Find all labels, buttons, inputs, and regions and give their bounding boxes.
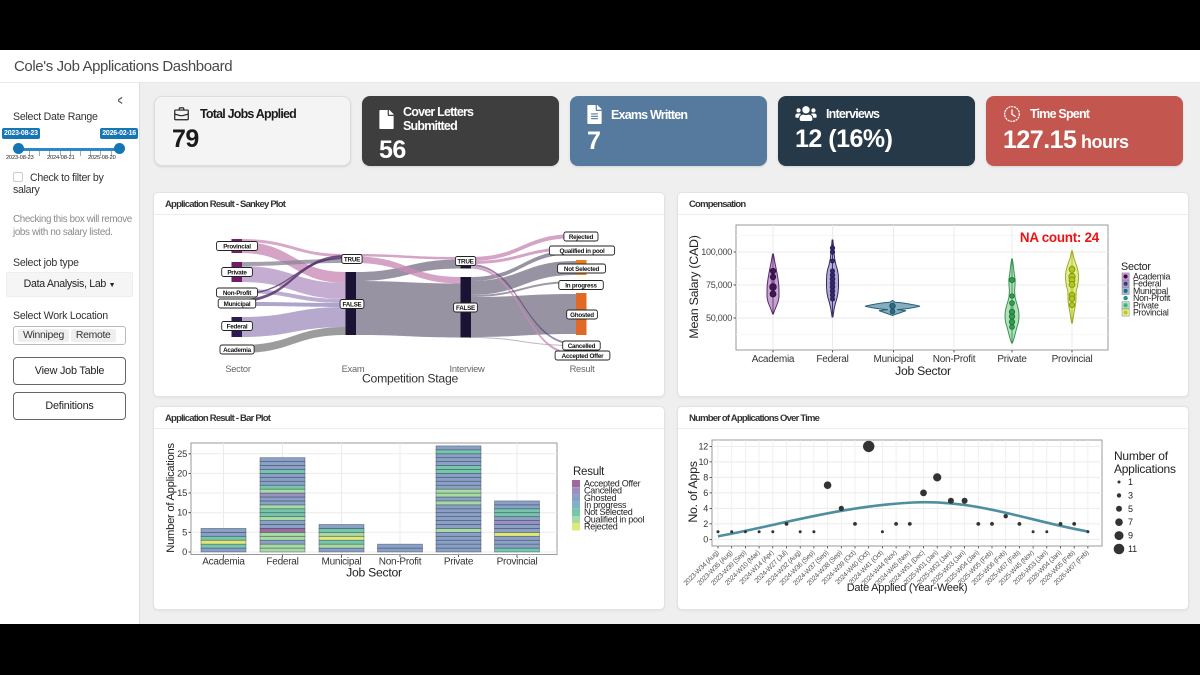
svg-text:Competition Stage: Competition Stage [362,372,458,386]
svg-text:Academia: Academia [223,347,251,354]
svg-text:Federal: Federal [227,323,248,330]
svg-text:Sector: Sector [225,364,251,374]
svg-text:Federal: Federal [1133,279,1161,289]
svg-text:75,000: 75,000 [706,280,732,290]
svg-text:Provincial: Provincial [1133,308,1169,318]
svg-text:15: 15 [177,488,187,498]
svg-text:100,000: 100,000 [701,247,732,257]
svg-text:11: 11 [1128,544,1137,554]
svg-text:Sector: Sector [1121,261,1151,273]
svg-text:50,000: 50,000 [706,313,732,323]
svg-text:Federal: Federal [816,354,848,365]
svg-text:Academia: Academia [752,354,795,365]
svg-text:Qualified in pool: Qualified in pool [559,248,605,255]
svg-text:Ghosted: Ghosted [584,493,617,503]
svg-text:Applications: Applications [1114,462,1176,476]
svg-text:Private: Private [444,557,474,568]
svg-text:Accepted Offer: Accepted Offer [562,353,604,360]
svg-text:Private: Private [227,269,247,276]
svg-text:4: 4 [703,503,708,513]
svg-text:Cancelled: Cancelled [584,486,622,496]
svg-text:Date Applied (Year-Week): Date Applied (Year-Week) [847,582,968,594]
svg-text:Number of Applications: Number of Applications [165,443,177,553]
svg-text:Number of: Number of [1114,449,1169,463]
svg-text:Job Sector: Job Sector [895,364,951,378]
svg-text:No. of Apps: No. of Apps [686,461,700,522]
svg-text:In progress: In progress [584,500,627,510]
svg-text:Academia: Academia [1133,272,1170,282]
svg-text:Not Selected: Not Selected [584,507,633,517]
svg-text:FALSE: FALSE [342,301,361,308]
svg-text:Private: Private [997,354,1027,365]
svg-text:Federal: Federal [266,557,298,568]
svg-text:5: 5 [182,527,187,537]
svg-text:In progress: In progress [565,282,597,289]
svg-text:8: 8 [703,472,708,482]
svg-text:TRUE: TRUE [457,258,473,265]
svg-text:25: 25 [177,449,187,459]
svg-text:2: 2 [703,519,708,529]
svg-text:Cancelled: Cancelled [568,343,596,350]
svg-text:Rejected: Rejected [569,234,594,241]
svg-text:Provincial: Provincial [1052,354,1093,365]
svg-text:0: 0 [703,534,708,544]
svg-text:Academia: Academia [202,557,245,568]
svg-text:Rejected: Rejected [584,522,618,532]
svg-text:Accepted Offer: Accepted Offer [584,478,641,488]
svg-text:7: 7 [1128,517,1133,527]
svg-text:Qualified in pool: Qualified in pool [584,514,645,524]
svg-text:20: 20 [177,468,187,478]
svg-text:3: 3 [1128,490,1133,500]
svg-text:Non-Profit: Non-Profit [1133,293,1171,303]
svg-text:Not Selected: Not Selected [564,266,600,273]
svg-text:Job Sector: Job Sector [346,566,402,580]
svg-text:Mean Salary (CAD): Mean Salary (CAD) [687,235,701,338]
svg-text:Non-Profit: Non-Profit [933,354,976,365]
svg-text:NA count: 24: NA count: 24 [1020,230,1100,245]
svg-text:Exam: Exam [342,364,365,374]
svg-text:5: 5 [1128,504,1133,514]
svg-text:Non-Profit: Non-Profit [223,290,252,297]
svg-text:Private: Private [1133,300,1159,310]
svg-text:9: 9 [1128,531,1133,541]
svg-text:Provincial: Provincial [223,243,251,250]
svg-text:12: 12 [698,441,708,451]
svg-text:Ghosted: Ghosted [570,312,594,319]
svg-text:TRUE: TRUE [344,256,360,263]
svg-text:Municipal: Municipal [224,301,251,308]
svg-text:Provincial: Provincial [497,557,538,568]
svg-text:Municipal: Municipal [874,354,914,365]
svg-text:Result: Result [573,466,605,478]
svg-text:10: 10 [177,508,187,518]
svg-text:FALSE: FALSE [456,305,475,312]
svg-text:0: 0 [182,547,187,557]
svg-text:Result: Result [570,364,596,374]
svg-text:10: 10 [698,457,708,467]
svg-text:Municipal: Municipal [322,557,362,568]
svg-text:Non-Profit: Non-Profit [379,557,422,568]
svg-text:1: 1 [1128,477,1133,487]
svg-text:Interview: Interview [450,364,485,374]
svg-text:Municipal: Municipal [1133,286,1168,296]
svg-text:6: 6 [703,488,708,498]
